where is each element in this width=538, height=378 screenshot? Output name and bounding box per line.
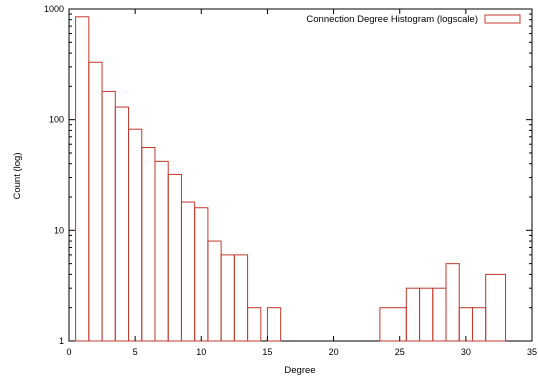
histogram-bar-10 (207, 240, 222, 342)
legend-swatch (484, 14, 521, 24)
legend: Connection Degree Histogram (logscale) (306, 14, 521, 25)
histogram-bar-22 (485, 273, 507, 342)
histogram-bar-11 (220, 254, 235, 342)
histogram-bar-9 (194, 207, 209, 342)
x-tick-label: 10 (196, 347, 206, 357)
histogram-bar-12 (233, 254, 249, 342)
histogram-bar-2 (101, 90, 116, 342)
y-tick-label: 10 (54, 225, 64, 235)
plot-frame (68, 8, 533, 342)
y-tick-label: 100 (49, 115, 64, 125)
y-tick-label: 1000 (44, 4, 64, 14)
histogram-bar-1 (88, 61, 103, 342)
histogram-bar-15 (379, 307, 407, 342)
histogram-bar-17 (419, 287, 434, 342)
histogram-bar-14 (266, 307, 282, 342)
x-tick-label: 25 (395, 347, 405, 357)
x-tick-label: 30 (461, 347, 471, 357)
x-tick-label: 15 (262, 347, 272, 357)
histogram-bar-18 (432, 287, 447, 342)
x-axis-label: Degree (284, 365, 315, 376)
histogram-bar-19 (445, 263, 460, 342)
histogram-bar-16 (405, 287, 421, 342)
bars-group (75, 16, 507, 342)
histogram-bar-4 (128, 128, 143, 342)
x-tick-label: 20 (329, 347, 339, 357)
x-axis-ticks: 0 5 10 15 20 25 30 35 (66, 9, 537, 357)
histogram-bar-21 (471, 307, 487, 342)
y-tick-label: 1 (59, 336, 64, 346)
y-axis-ticks: 1 10 100 1000 (44, 4, 532, 346)
histogram-bar-7 (167, 173, 182, 342)
x-tick-label: 5 (133, 347, 138, 357)
y-axis-label: Count (log) (12, 153, 23, 200)
histogram-bar-0 (75, 16, 90, 342)
x-tick-label: 0 (66, 347, 71, 357)
histogram-bar-3 (114, 106, 130, 342)
histogram-bar-8 (180, 201, 196, 342)
legend-label: Connection Degree Histogram (logscale) (306, 14, 478, 25)
histogram-bar-5 (141, 147, 156, 342)
x-tick-label: 35 (527, 347, 537, 357)
histogram-bar-13 (247, 307, 262, 342)
histogram-bar-6 (154, 160, 169, 342)
